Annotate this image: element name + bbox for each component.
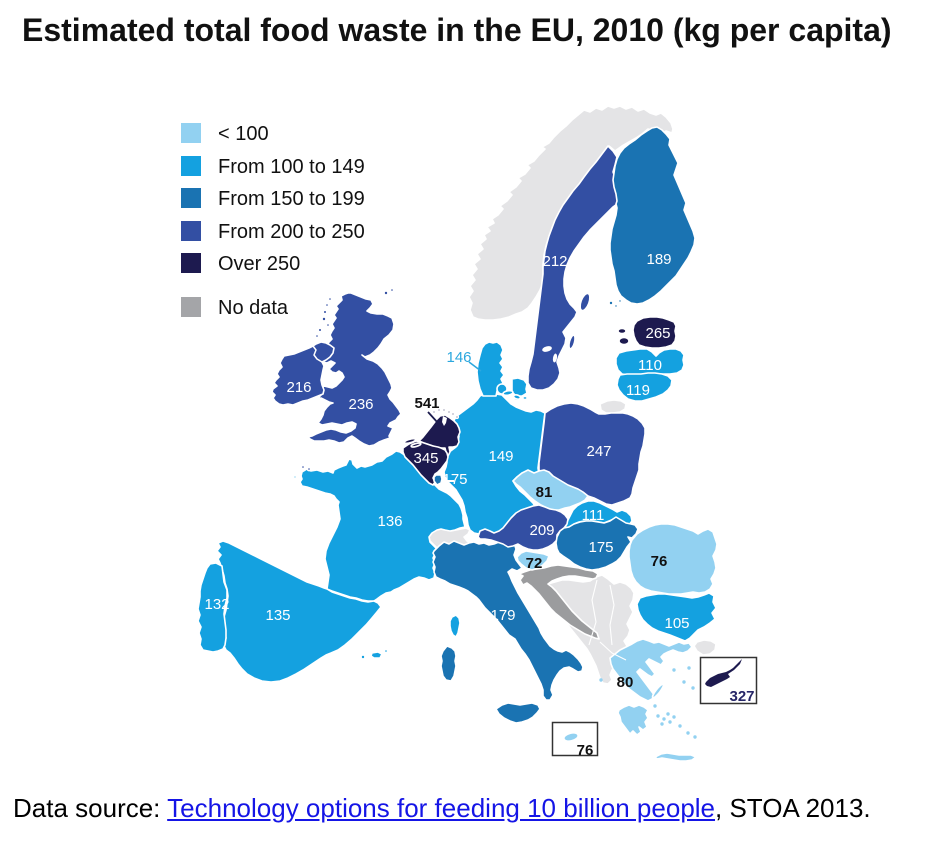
svg-text:247: 247: [586, 443, 611, 460]
svg-text:149: 149: [488, 448, 513, 465]
svg-text:345: 345: [413, 450, 438, 467]
svg-text:236: 236: [348, 396, 373, 413]
svg-text:175: 175: [442, 471, 467, 488]
svg-text:212: 212: [542, 253, 567, 270]
svg-text:From 100 to 149: From 100 to 149: [218, 156, 365, 178]
svg-text:From 200 to 250: From 200 to 250: [218, 221, 365, 243]
svg-text:179: 179: [490, 607, 515, 624]
svg-text:146: 146: [446, 349, 471, 366]
svg-text:135: 135: [265, 607, 290, 624]
svg-text:< 100: < 100: [218, 123, 269, 145]
svg-text:76: 76: [651, 553, 668, 570]
svg-text:132: 132: [204, 596, 229, 613]
svg-text:327: 327: [729, 688, 754, 705]
svg-text:Over 250: Over 250: [218, 253, 300, 275]
svg-text:119: 119: [626, 382, 650, 399]
svg-text:From 150 to 199: From 150 to 199: [218, 188, 365, 210]
svg-text:80: 80: [617, 674, 634, 691]
svg-text:105: 105: [664, 615, 689, 632]
svg-text:136: 136: [377, 513, 402, 530]
svg-text:110: 110: [638, 357, 662, 374]
svg-text:81: 81: [536, 484, 553, 501]
svg-text:72: 72: [526, 555, 543, 572]
svg-text:209: 209: [529, 522, 554, 539]
svg-text:216: 216: [286, 379, 311, 396]
svg-text:265: 265: [645, 325, 670, 342]
svg-text:541: 541: [414, 395, 439, 412]
svg-text:189: 189: [646, 251, 671, 268]
svg-text:111: 111: [582, 507, 605, 524]
svg-text:76: 76: [577, 742, 594, 759]
svg-text:No data: No data: [218, 297, 289, 319]
svg-text:175: 175: [588, 539, 613, 556]
